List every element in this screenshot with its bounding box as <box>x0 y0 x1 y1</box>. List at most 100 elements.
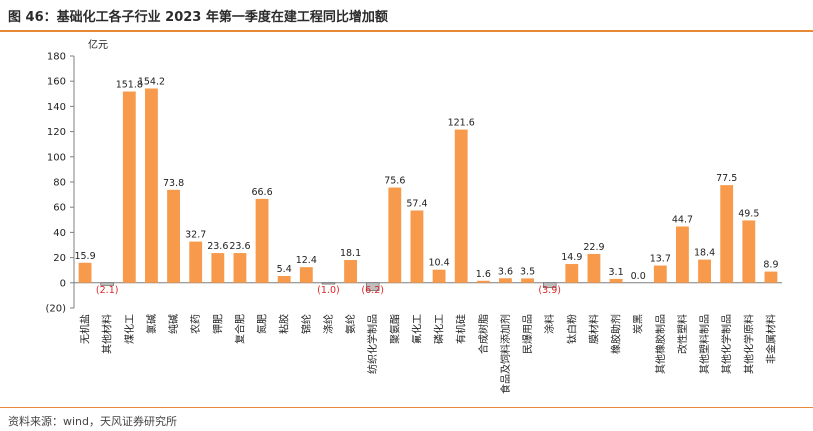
data-label: 12.4 <box>296 255 317 266</box>
y-tick-label: 0 <box>60 278 66 289</box>
data-label: 154.2 <box>138 77 165 88</box>
data-label: 3.6 <box>498 266 513 277</box>
bar <box>122 91 136 283</box>
data-label: 77.5 <box>716 173 737 184</box>
data-label: 0.0 <box>631 271 646 282</box>
x-tick-label: 农药 <box>189 314 202 334</box>
bar <box>255 198 269 283</box>
x-tick-label: 氟化工 <box>410 314 423 344</box>
x-tick-label: 非金属材料 <box>764 314 777 364</box>
x-tick-label: 涤纶 <box>322 314 335 334</box>
data-label: 66.6 <box>251 187 272 198</box>
bar <box>720 185 734 283</box>
bar <box>742 220 756 283</box>
bar <box>542 282 557 289</box>
x-tick-label: 有机硅 <box>455 314 468 344</box>
x-tick-label: 其他材料 <box>101 314 114 354</box>
data-label: 22.9 <box>583 242 604 253</box>
source-note: 资料来源：wind，天风证券研究所 <box>8 415 178 428</box>
y-tick-label: 180 <box>47 52 66 63</box>
data-label: 23.6 <box>207 241 228 252</box>
x-tick-label: 煤化工 <box>123 314 136 344</box>
bar-chart: 180 160 140 120 100 80 60 40 20 0 (20) 亿元 15.9 (2.1… <box>45 38 782 394</box>
bar <box>653 265 667 283</box>
x-tick-label: 改性塑料 <box>676 314 689 354</box>
bar <box>676 226 689 283</box>
x-tick-label: 其他化学制品 <box>720 314 733 374</box>
x-tick-label: 食品及饲料添加剂 <box>499 314 512 394</box>
data-label: 75.6 <box>384 176 405 187</box>
category-labels: 无机盐 其他材料 煤化工 氯碱 纯碱 农药 钾肥 复合肥 氮肥 粘胶 锦纶 涤纶 氨纶 纺织化学制品 聚氨酯… <box>79 314 778 394</box>
chart-title: 图 46：基础化工各子行业 2023 年第一季度在建工程同比增加额 <box>8 10 388 25</box>
x-tick-label: 纺织化学制品 <box>366 314 379 374</box>
bar <box>321 282 336 285</box>
data-label: 13.7 <box>650 254 671 265</box>
y-tick-label: 100 <box>47 152 66 163</box>
data-label: (2.1) <box>96 285 119 296</box>
bar <box>410 210 424 283</box>
bar <box>211 253 225 283</box>
data-label: 151.8 <box>116 80 143 91</box>
data-label: 73.8 <box>163 178 184 189</box>
bar <box>521 278 534 283</box>
y-tick-label: 120 <box>47 127 66 138</box>
bar <box>344 259 357 283</box>
x-tick-label: 其他化学原料 <box>742 314 755 374</box>
x-tick-label: 纯碱 <box>167 314 180 334</box>
y-tick-label: 80 <box>53 178 66 189</box>
x-tick-label: 氯碱 <box>145 314 158 334</box>
x-tick-label: 粘胶 <box>278 314 291 334</box>
bar <box>299 267 313 283</box>
y-tick-label: 160 <box>47 77 66 88</box>
data-label: 49.5 <box>738 208 759 219</box>
x-tick-label: 钾肥 <box>211 314 224 334</box>
y-unit-label: 亿元 <box>88 38 108 51</box>
bar <box>78 262 92 283</box>
y-tick-label: (20) <box>45 304 66 315</box>
data-label: (6.2) <box>361 285 384 296</box>
x-tick-label: 合成树脂 <box>477 314 490 354</box>
bar <box>145 88 158 283</box>
x-tick-label: 其他橡胶制品 <box>654 314 667 374</box>
bar <box>277 276 291 283</box>
title-divider <box>0 30 813 32</box>
x-tick-label: 无机盐 <box>79 314 92 344</box>
bar <box>167 189 180 283</box>
data-label: 1.6 <box>476 269 491 280</box>
bar <box>764 271 778 283</box>
x-tick-label: 氨纶 <box>344 314 357 334</box>
bar <box>565 264 579 283</box>
footer-divider <box>0 407 813 408</box>
x-tick-label: 其他塑料制品 <box>698 314 711 374</box>
data-label: 8.9 <box>763 260 778 271</box>
x-tick-label: 炭黑 <box>633 314 645 334</box>
data-label: (1.0) <box>317 285 340 296</box>
data-label: 18.1 <box>340 248 361 259</box>
bar <box>476 280 490 283</box>
bar <box>189 241 203 283</box>
data-label: 18.4 <box>694 248 715 259</box>
data-label: 10.4 <box>428 258 449 269</box>
x-tick-label: 橡胶助剂 <box>610 314 623 354</box>
x-tick-label: 锦纶 <box>300 314 313 334</box>
x-tick-label: 膜材料 <box>587 314 600 344</box>
bar <box>388 187 402 283</box>
y-tick-label: 140 <box>47 102 66 113</box>
y-tick-label: 20 <box>53 253 66 264</box>
data-label: 44.7 <box>672 214 693 225</box>
bar-series <box>78 88 778 291</box>
y-tick-label: 40 <box>53 228 66 239</box>
data-label: 32.7 <box>185 230 206 241</box>
bar <box>499 278 512 283</box>
bar <box>432 269 446 283</box>
bar <box>233 253 247 283</box>
bar <box>100 282 114 286</box>
data-label: 14.9 <box>561 252 582 263</box>
x-tick-label: 复合肥 <box>233 314 246 344</box>
bar <box>365 282 380 291</box>
y-tick-label: 60 <box>53 203 66 214</box>
data-label: (3.9) <box>538 285 561 296</box>
bar <box>454 129 468 283</box>
data-label: 15.9 <box>74 251 95 262</box>
